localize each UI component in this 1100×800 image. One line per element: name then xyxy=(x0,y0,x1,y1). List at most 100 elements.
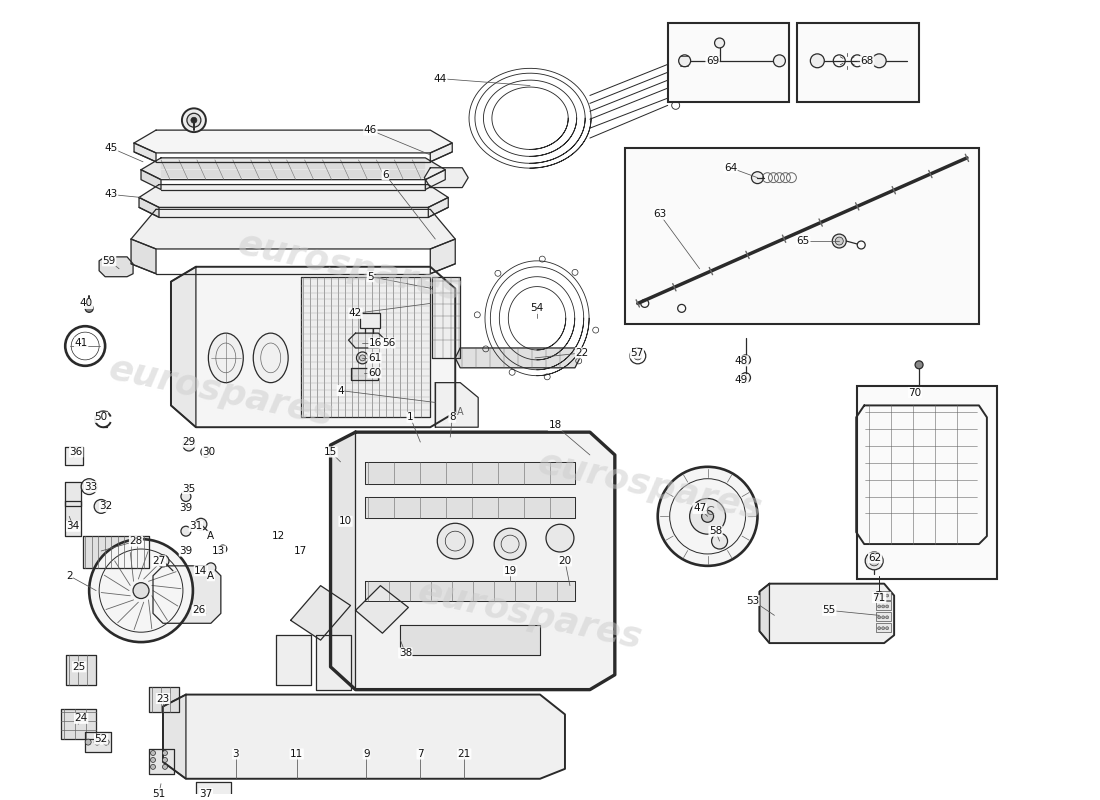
Text: A: A xyxy=(456,407,463,418)
Text: 4: 4 xyxy=(338,386,344,395)
Circle shape xyxy=(886,626,889,630)
Text: 37: 37 xyxy=(199,789,212,798)
Text: 27: 27 xyxy=(153,556,166,566)
Polygon shape xyxy=(436,382,478,427)
Text: 19: 19 xyxy=(504,566,517,576)
Text: 20: 20 xyxy=(559,556,572,566)
Text: 42: 42 xyxy=(349,308,362,318)
Text: eurospares: eurospares xyxy=(106,352,337,433)
Polygon shape xyxy=(65,502,81,536)
Text: 51: 51 xyxy=(153,789,166,798)
Polygon shape xyxy=(196,782,231,800)
Polygon shape xyxy=(163,694,186,778)
Polygon shape xyxy=(163,694,565,778)
Circle shape xyxy=(201,447,211,457)
Circle shape xyxy=(740,373,750,382)
Text: 61: 61 xyxy=(367,353,381,363)
Circle shape xyxy=(85,482,94,490)
Text: 8: 8 xyxy=(449,412,455,422)
Bar xyxy=(877,623,891,632)
Text: 22: 22 xyxy=(575,348,589,358)
Text: 57: 57 xyxy=(630,348,644,358)
Bar xyxy=(877,590,891,599)
Polygon shape xyxy=(131,239,156,274)
Circle shape xyxy=(180,526,191,536)
Circle shape xyxy=(869,556,879,566)
Text: 30: 30 xyxy=(202,447,216,457)
Circle shape xyxy=(878,605,881,608)
Polygon shape xyxy=(134,143,156,162)
Circle shape xyxy=(89,539,192,642)
Text: 70: 70 xyxy=(909,387,922,398)
Circle shape xyxy=(878,616,881,619)
Text: 60: 60 xyxy=(367,368,381,378)
Text: 45: 45 xyxy=(104,143,118,153)
Polygon shape xyxy=(66,655,96,685)
Polygon shape xyxy=(428,198,449,218)
Text: 39: 39 xyxy=(179,503,192,514)
Polygon shape xyxy=(331,432,615,690)
Circle shape xyxy=(751,172,763,184)
Text: 26: 26 xyxy=(192,606,206,615)
Polygon shape xyxy=(141,158,446,180)
Text: 6: 6 xyxy=(382,170,388,180)
Polygon shape xyxy=(400,626,540,655)
Circle shape xyxy=(690,498,726,534)
Circle shape xyxy=(715,38,725,48)
Text: 14: 14 xyxy=(195,566,208,576)
Text: 23: 23 xyxy=(156,694,169,703)
Text: 2: 2 xyxy=(66,570,73,581)
Circle shape xyxy=(81,478,97,494)
Text: 50: 50 xyxy=(95,412,108,422)
Polygon shape xyxy=(170,266,196,427)
Text: 12: 12 xyxy=(272,531,285,541)
Text: 7: 7 xyxy=(417,749,424,759)
Text: 63: 63 xyxy=(653,210,667,219)
Polygon shape xyxy=(430,239,455,274)
Polygon shape xyxy=(432,277,460,358)
Polygon shape xyxy=(759,584,769,643)
Circle shape xyxy=(133,582,148,598)
Polygon shape xyxy=(290,586,351,640)
Circle shape xyxy=(85,739,91,745)
Ellipse shape xyxy=(253,333,288,382)
Polygon shape xyxy=(84,536,148,568)
Text: 47: 47 xyxy=(693,503,706,514)
Text: 44: 44 xyxy=(433,74,447,84)
Circle shape xyxy=(180,491,191,502)
Text: 40: 40 xyxy=(79,298,92,309)
Circle shape xyxy=(740,355,750,365)
Text: 5: 5 xyxy=(367,272,374,282)
Polygon shape xyxy=(62,710,96,739)
Polygon shape xyxy=(141,170,161,190)
Text: 31: 31 xyxy=(189,522,202,531)
Circle shape xyxy=(878,626,881,630)
Polygon shape xyxy=(365,581,575,601)
Text: 38: 38 xyxy=(398,648,412,658)
Text: 53: 53 xyxy=(746,595,759,606)
Polygon shape xyxy=(430,143,452,162)
Circle shape xyxy=(872,54,887,68)
Polygon shape xyxy=(365,497,575,518)
Bar xyxy=(668,23,790,102)
Text: 25: 25 xyxy=(73,662,86,672)
Text: 54: 54 xyxy=(530,303,543,314)
Bar xyxy=(857,386,997,578)
Text: 1: 1 xyxy=(407,412,414,422)
Text: 29: 29 xyxy=(183,437,196,447)
Text: 36: 36 xyxy=(69,447,82,457)
Polygon shape xyxy=(316,635,351,690)
Text: 21: 21 xyxy=(458,749,471,759)
Circle shape xyxy=(866,552,883,570)
Polygon shape xyxy=(139,185,449,207)
Text: 34: 34 xyxy=(67,522,80,531)
Text: A: A xyxy=(207,531,215,541)
Text: C: C xyxy=(705,505,714,518)
Circle shape xyxy=(95,739,100,745)
Circle shape xyxy=(915,361,923,369)
Polygon shape xyxy=(131,210,455,249)
Polygon shape xyxy=(153,566,221,623)
Polygon shape xyxy=(276,635,310,685)
Polygon shape xyxy=(455,348,580,368)
Circle shape xyxy=(773,55,785,66)
